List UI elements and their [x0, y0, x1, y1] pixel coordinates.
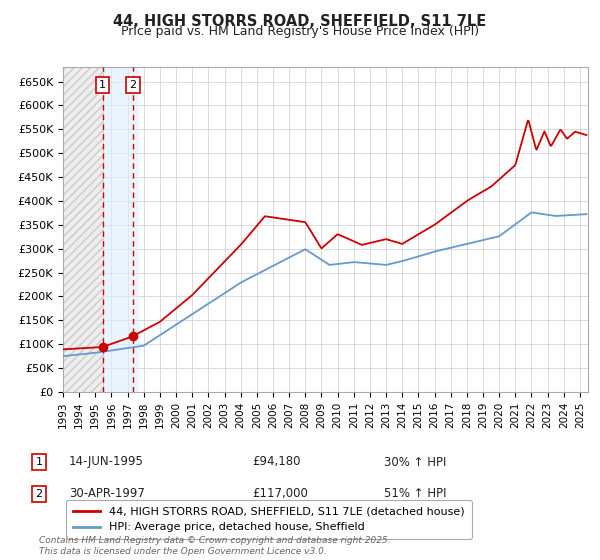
Text: 30-APR-1997: 30-APR-1997: [69, 487, 145, 501]
Text: 1: 1: [35, 457, 43, 467]
Text: £117,000: £117,000: [252, 487, 308, 501]
Legend: 44, HIGH STORRS ROAD, SHEFFIELD, S11 7LE (detached house), HPI: Average price, d: 44, HIGH STORRS ROAD, SHEFFIELD, S11 7LE…: [66, 500, 472, 539]
Bar: [103, 67, 139, 392]
Text: 51% ↑ HPI: 51% ↑ HPI: [384, 487, 446, 501]
Text: Contains HM Land Registry data © Crown copyright and database right 2025.
This d: Contains HM Land Registry data © Crown c…: [39, 536, 391, 556]
Text: 1: 1: [99, 80, 106, 90]
Text: 2: 2: [35, 489, 43, 499]
Text: 44, HIGH STORRS ROAD, SHEFFIELD, S11 7LE: 44, HIGH STORRS ROAD, SHEFFIELD, S11 7LE: [113, 14, 487, 29]
Bar: [63, 67, 103, 392]
Text: 30% ↑ HPI: 30% ↑ HPI: [384, 455, 446, 469]
Bar: [63, 67, 103, 392]
Text: 14-JUN-1995: 14-JUN-1995: [69, 455, 144, 469]
Text: Price paid vs. HM Land Registry's House Price Index (HPI): Price paid vs. HM Land Registry's House …: [121, 25, 479, 38]
Text: £94,180: £94,180: [252, 455, 301, 469]
Text: 2: 2: [130, 80, 137, 90]
